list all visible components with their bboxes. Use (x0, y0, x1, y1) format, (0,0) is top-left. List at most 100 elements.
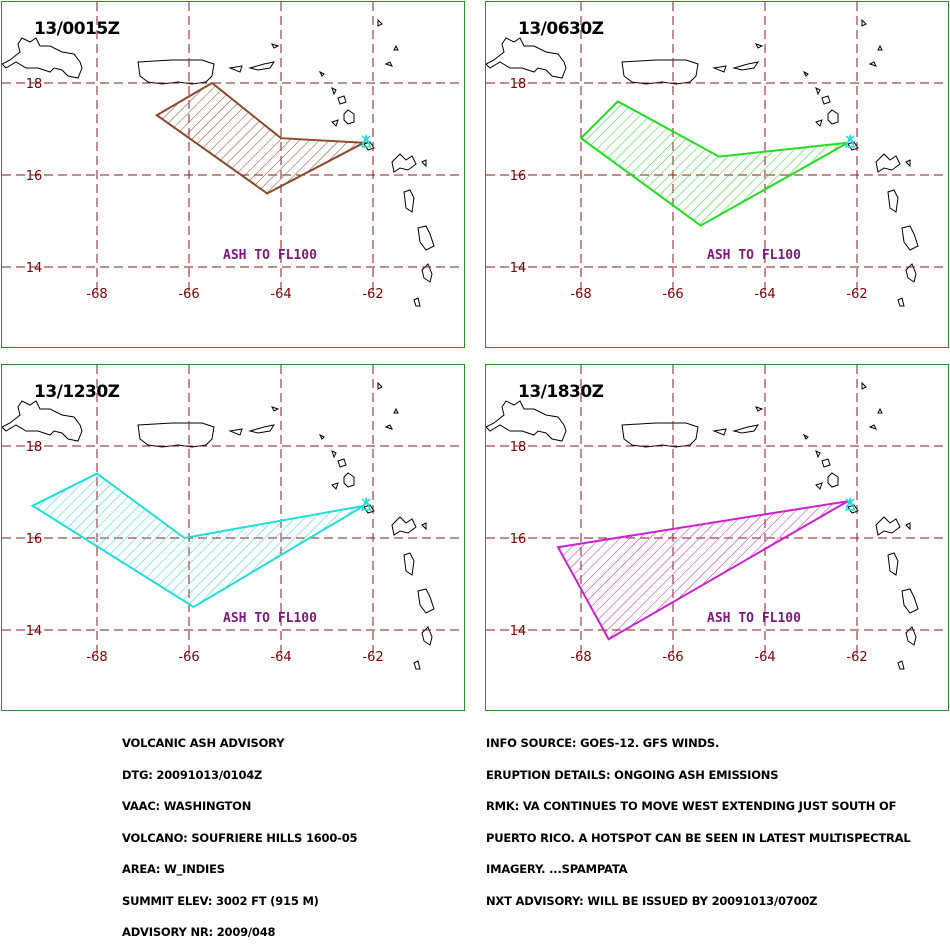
coastline (621, 59, 699, 85)
ash-flight-level-label: ASH TO FL100 (223, 611, 317, 626)
coastline (228, 65, 243, 73)
coastline (377, 381, 383, 390)
coastline (755, 406, 764, 412)
coastline (417, 225, 435, 251)
longitude-tick-label: -66 (178, 287, 199, 302)
coastline (384, 424, 393, 430)
coastline (403, 552, 415, 576)
coastline (901, 225, 919, 251)
coastline (877, 44, 883, 51)
advisory-line: INFO SOURCE: GOES-12. GFS WINDS. (486, 736, 720, 750)
longitude-tick-label: -64 (754, 650, 775, 665)
ash-flight-level-label: ASH TO FL100 (707, 248, 801, 263)
coastline (248, 424, 276, 434)
advisory-line: ADVISORY NR: 2009/048 (122, 925, 276, 939)
coastline (802, 433, 809, 440)
coastline (887, 552, 899, 576)
coastline (421, 522, 427, 531)
coastline (897, 297, 905, 307)
longitude-tick-label: -68 (570, 650, 591, 665)
longitude-tick-label: -68 (86, 650, 107, 665)
coastline (905, 263, 917, 283)
latitude-tick-label: 18 (26, 77, 43, 92)
coastline (331, 482, 339, 490)
longitude-tick-label: -64 (754, 287, 775, 302)
coastline (331, 450, 337, 459)
coastline (331, 119, 339, 127)
latitude-tick-label: 16 (510, 169, 527, 184)
coastline (486, 400, 567, 442)
coastline (318, 70, 325, 77)
coastline (802, 70, 809, 77)
coastline (868, 424, 877, 430)
latitude-tick-label: 16 (510, 532, 527, 547)
ash-cloud-polygon (579, 100, 849, 227)
coastline (732, 424, 760, 434)
map-canvas: -68 -66 -64 -62 18 16 14 ASH TO FL100 (486, 2, 948, 307)
coastline (815, 450, 821, 459)
coastline (2, 37, 83, 79)
coastline (712, 428, 727, 436)
ash-cloud-polygon (154, 81, 368, 195)
coastline (755, 43, 764, 49)
advisory-line: VOLCANIC ASH ADVISORY (122, 736, 285, 750)
coastline (393, 407, 399, 414)
longitude-tick-label: -66 (662, 650, 683, 665)
coastline (421, 626, 433, 646)
latitude-tick-label: 14 (510, 624, 527, 639)
coastline (271, 43, 280, 49)
advisory-line: IMAGERY. ...SPAMPATA (486, 862, 628, 876)
volcano-icon (361, 133, 372, 148)
coastline (421, 159, 427, 168)
coastline (337, 95, 347, 105)
coastline (248, 61, 276, 71)
coastline (821, 95, 831, 105)
coastline (377, 18, 383, 27)
coastline (417, 588, 435, 614)
coastline (815, 482, 823, 490)
coastline (815, 87, 821, 96)
coastline (486, 37, 567, 79)
coastline (393, 44, 399, 51)
coastline (905, 159, 911, 168)
coastline (621, 422, 699, 448)
volcano-icon (845, 496, 856, 511)
longitude-tick-label: -62 (846, 287, 867, 302)
coastline (905, 522, 911, 531)
ash-cloud-polygon (30, 472, 365, 609)
coastline (887, 189, 899, 213)
coastline (861, 18, 867, 27)
coastline (877, 407, 883, 414)
coastline (413, 660, 421, 670)
longitude-tick-label: -62 (846, 650, 867, 665)
ash-flight-level-label: ASH TO FL100 (707, 611, 801, 626)
coastline (827, 109, 839, 125)
panel-time-label: 13/1230Z (34, 382, 120, 402)
panel-time-label: 13/0630Z (518, 19, 604, 39)
advisory-right-text: INFO SOURCE: GOES-12. GFS WINDS. ERUPTIO… (486, 717, 911, 917)
coastline (137, 59, 215, 85)
coastline (271, 406, 280, 412)
map-panel-3: -68 -66 -64 -62 18 16 14 ASH TO FL100 13/1230Z (1, 364, 465, 711)
coastline (391, 153, 417, 173)
volcano-icon (845, 133, 856, 148)
coastline (413, 297, 421, 307)
latitude-tick-label: 14 (26, 261, 43, 276)
coastline (403, 189, 415, 213)
coastline (861, 381, 867, 390)
map-panel-4: -68 -66 -64 -62 18 16 14 ASH TO FL100 13/1830Z (485, 364, 949, 711)
advisory-line: SUMMIT ELEV: 3002 FT (915 M) (122, 893, 319, 908)
coastline (827, 472, 839, 488)
coastline (343, 472, 355, 488)
volcano-icon (361, 496, 372, 511)
advisory-line: AREA: W_INDIES (122, 862, 225, 876)
coastline (228, 428, 243, 436)
map-canvas: -68 -66 -64 -62 18 16 14 ASH TO FL100 (2, 365, 464, 670)
advisory-line: PUERTO RICO. A HOTSPOT CAN BE SEEN IN LA… (486, 830, 911, 845)
longitude-tick-label: -62 (362, 287, 383, 302)
coastline (875, 516, 901, 536)
map-canvas: -68 -66 -64 -62 18 16 14 ASH TO FL100 (486, 365, 948, 670)
advisory-line: RMK: VA CONTINUES TO MOVE WEST EXTENDING… (486, 799, 897, 813)
latitude-tick-label: 16 (26, 532, 43, 547)
ash-cloud-polygon (556, 500, 849, 641)
